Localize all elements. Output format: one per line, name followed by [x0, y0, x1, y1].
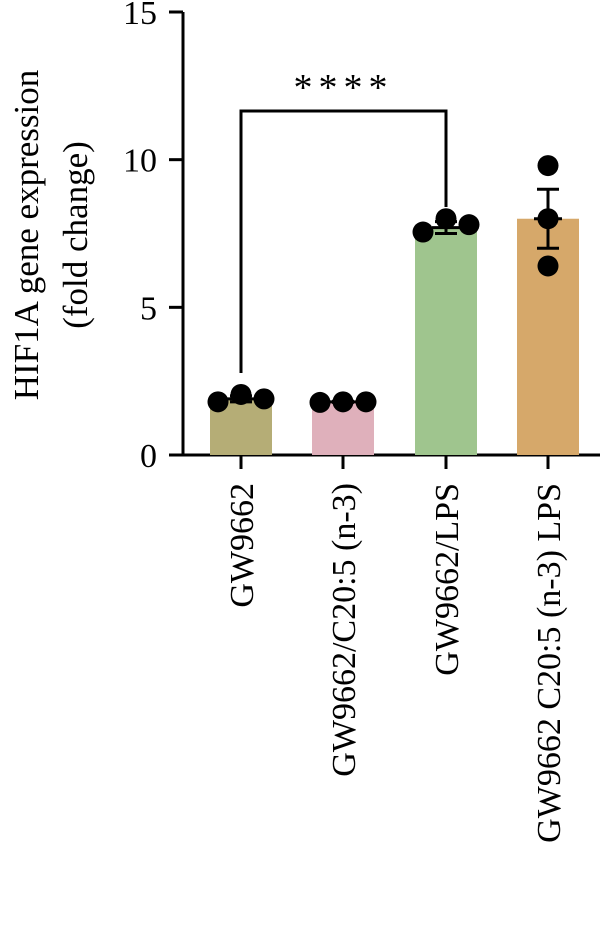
y-axis-title-line-2: (fold change) — [56, 141, 95, 329]
y-tick-label-3: 15 — [123, 0, 157, 32]
y-axis-title: HIF1A gene expression (fold change) — [7, 70, 95, 401]
y-axis-title-line-1: HIF1A gene expression — [7, 70, 46, 401]
x-tick-label-0: GW9662 — [224, 483, 261, 608]
data-point-1-0 — [309, 391, 331, 413]
y-tick-label-0: 0 — [140, 438, 157, 475]
data-point-2-2 — [458, 214, 480, 236]
data-point-3-2 — [537, 255, 559, 277]
plot-area: 0 5 10 15 GW9662 GW9662/C20:5 (n-3) GW9662/LPS… — [123, 0, 600, 843]
data-point-0-2 — [253, 388, 275, 410]
x-tick-label-3: GW9662 C20:5 (n-3) LPS — [531, 483, 568, 843]
significance-bracket — [239, 109, 448, 373]
data-point-3-0 — [537, 155, 559, 177]
y-tick-label-1: 5 — [140, 290, 157, 327]
significance-label: **** — [294, 67, 394, 109]
bar-3 — [517, 218, 579, 455]
data-point-2-0 — [412, 221, 434, 243]
data-point-0-0 — [207, 391, 229, 413]
bar-2 — [415, 227, 477, 455]
data-point-2-1 — [435, 208, 457, 230]
x-tick-label-2: GW9662/LPS — [429, 483, 466, 676]
x-tick-label-1: GW9662/C20:5 (n-3) — [326, 483, 363, 777]
data-point-0-1 — [230, 383, 252, 405]
data-point-3-1 — [537, 208, 559, 230]
data-point-1-1 — [332, 391, 354, 413]
data-point-1-2 — [355, 391, 377, 413]
y-tick-label-2: 10 — [123, 143, 157, 180]
